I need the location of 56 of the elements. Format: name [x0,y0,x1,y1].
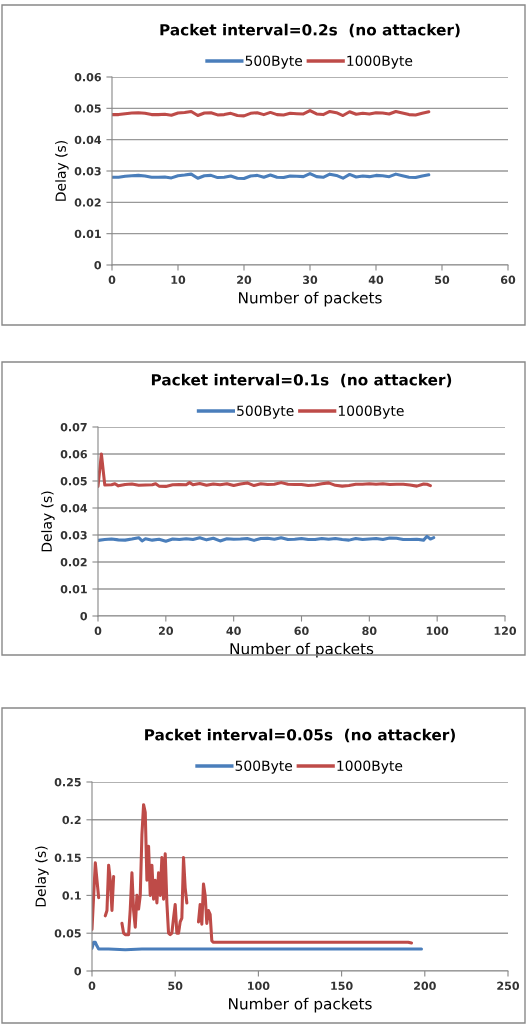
legend-label: 1000Byte [337,760,403,774]
y-tick-label: 0.04 [60,503,88,513]
y-tick-label: 0.15 [54,853,81,862]
x-tick-label: 120 [494,626,517,636]
x-tick-label: 30 [303,275,318,285]
y-tick-label: 0.03 [60,530,87,540]
x-tick-label: 10 [171,275,186,285]
y-tick-label: 0 [80,611,88,621]
x-axis-title: Number of packets [229,997,372,1013]
y-axis-title: Delay (s) [55,141,69,201]
y-tick-label: 0.05 [60,476,87,486]
y-tick-label: 0.06 [74,72,101,82]
x-tick-label: 20 [237,275,252,285]
y-tick-label: 0 [74,966,82,976]
x-tick-label: 60 [294,626,309,636]
x-tick-label: 40 [368,275,384,285]
x-tick-label: 60 [500,275,516,285]
y-tick-label: 0.03 [74,166,101,176]
y-tick-label: 0 [94,260,102,270]
y-axis-title: Delay (s) [41,491,55,552]
y-tick-label: 0.06 [60,449,87,459]
line-series [92,940,423,952]
y-tick-label: 0.02 [60,557,87,567]
y-tick-label: 0.01 [74,229,101,239]
y-axis-title: Delay (s) [35,846,49,907]
y-tick-label: 0.07 [60,422,87,432]
y-tick-label: 0.05 [54,929,81,938]
x-axis-title: Number of packets [230,642,374,658]
x-tick-label: 50 [168,981,183,991]
x-tick-label: 40 [226,626,241,636]
chart-title: Packet interval=0.1s (no attacker) [151,373,452,388]
x-tick-label: 50 [435,275,450,285]
y-tick-label: 0.25 [54,777,81,787]
x-tick-label: 250 [497,981,520,991]
line-series [98,452,432,488]
legend-label: 1000Byte [338,405,404,419]
x-axis-title: Number of packets [239,291,382,307]
x-tick-label: 150 [331,981,353,991]
legend-label: 1000Byte [347,55,413,69]
legend-label: 500Byte [245,55,303,69]
x-tick-label: 20 [158,626,174,636]
chart-title: Packet interval=0.2s (no attacker) [160,23,460,38]
legend-label: 500Byte [235,760,293,774]
y-tick-label: 0.2 [62,815,81,825]
y-tick-label: 0.04 [74,135,102,145]
y-tick-label: 0.1 [62,891,81,900]
x-tick-label: 100 [426,626,449,636]
x-tick-label: 100 [248,981,270,991]
y-tick-label: 0.01 [60,584,87,594]
y-tick-label: 0.05 [74,104,101,113]
y-tick-label: 0.02 [74,198,101,207]
x-tick-label: 80 [362,626,377,636]
x-tick-label: 200 [414,981,436,991]
chart-title: Packet interval=0.05s (no attacker) [145,728,455,743]
legend-label: 500Byte [237,405,294,419]
x-tick-label: 0 [108,275,116,285]
